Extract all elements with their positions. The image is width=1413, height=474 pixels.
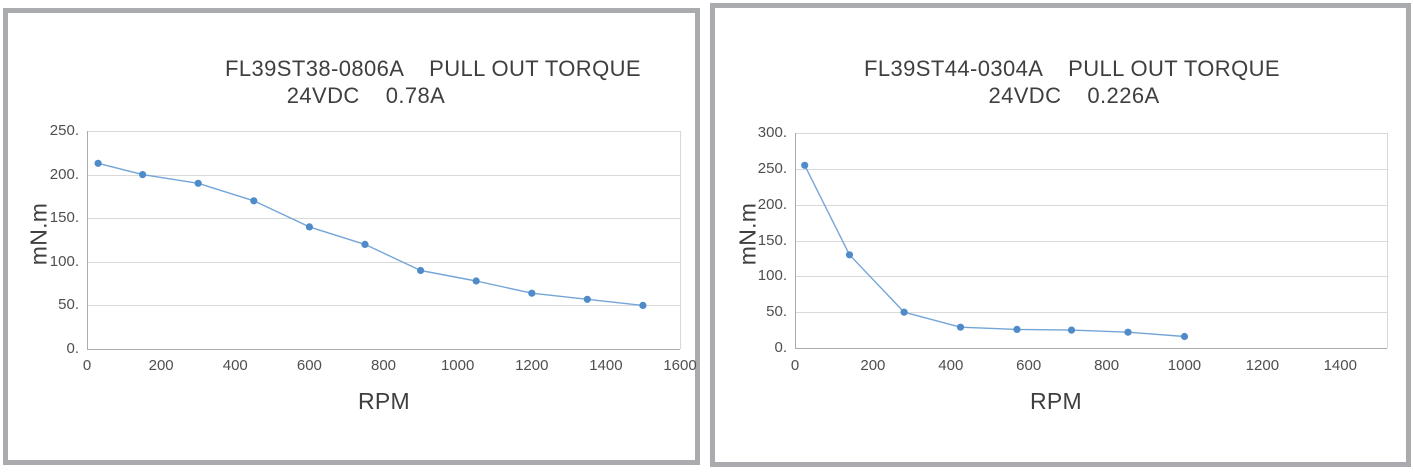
chart-panel-right [710,3,1411,467]
data-point [1180,332,1189,341]
y-tick-label: 50. [58,296,79,314]
chart-title-line2: 24VDC 0.226A [988,83,1160,108]
data-point [639,301,647,309]
data-point [417,266,425,275]
data-point [194,179,202,187]
data-point [305,223,313,231]
x-tick-label: 1000 [1167,357,1202,374]
data-point [1013,325,1021,333]
y-tick-label: 300. [757,124,787,141]
data-point [528,289,536,297]
x-tick-label: 800 [1094,357,1120,374]
x-tick-label: 600 [296,357,322,374]
x-tick-label: 600 [1016,357,1042,374]
data-point [139,171,147,179]
x-tick-label: 200 [860,357,886,374]
chart-title-line1: FL39ST44-0304A PULL OUT TORQUE [864,56,1280,81]
data-point [583,295,591,303]
x-tick-label: 1000 [440,357,475,374]
data-point [801,161,809,169]
y-tick-label: 100. [49,252,79,270]
data-point [1124,328,1132,336]
x-tick-label: 1200 [515,357,549,374]
y-tick-label: 50. [766,303,787,321]
data-point [956,323,965,331]
x-tick-label: 200 [148,357,174,374]
x-tick-label: 1600 [663,357,697,374]
x-tick-label: 1400 [1323,357,1357,374]
y-tick-label: 250. [757,159,787,177]
series-line [804,164,1185,338]
x-tick-label: 1400 [589,357,623,374]
x-tick-label: 1200 [1245,357,1280,374]
data-point [361,240,369,248]
y-tick-label: 0. [66,340,79,357]
y-tick-label: 200. [757,195,787,213]
chart-title-line1: FL39ST38-0806A PULL OUT TORQUE [225,56,641,81]
x-tick-label: 400 [938,357,964,374]
y-tick-label: 150. [49,209,79,227]
data-point [1067,326,1076,334]
series-line [97,162,643,307]
data-point [900,308,908,316]
y-tick-label: 250. [49,122,79,139]
y-tick-label: 200. [49,165,79,183]
data-point [472,277,480,285]
plot-area [795,133,1388,349]
x-tick-label: 0 [790,357,800,374]
y-tick-label: 100. [757,267,787,285]
x-axis-title: RPM [1029,388,1083,414]
chart-title-line2: 24VDC 0.78A [286,83,446,108]
data-point [94,159,102,167]
x-tick-label: 400 [222,357,248,374]
plot-area [87,131,681,350]
y-tick-label: 0. [774,339,787,356]
data-point [250,197,258,205]
x-tick-label: 800 [370,357,397,374]
x-axis-title: RPM [357,388,411,414]
x-tick-label: 0 [82,357,92,374]
chart-panel-left [3,8,700,465]
data-point [845,251,854,259]
y-tick-label: 150. [757,231,787,249]
